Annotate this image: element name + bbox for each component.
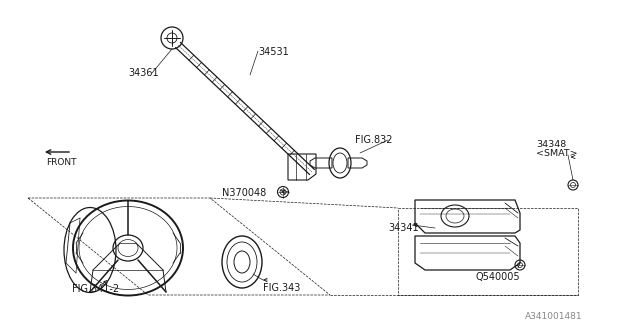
Text: FIG.832: FIG.832 (355, 135, 392, 145)
Text: 34361: 34361 (128, 68, 159, 78)
Text: FRONT: FRONT (46, 158, 77, 167)
Text: A341001481: A341001481 (525, 312, 582, 320)
Text: 34348: 34348 (536, 140, 566, 149)
Text: 34531: 34531 (258, 47, 289, 57)
Text: <SMAT>: <SMAT> (536, 149, 578, 158)
Text: FIG.343: FIG.343 (263, 283, 300, 293)
Text: N370048: N370048 (222, 188, 266, 198)
Text: Q540005: Q540005 (475, 272, 520, 282)
Text: 34341: 34341 (388, 223, 419, 233)
Text: FIG.341-2: FIG.341-2 (72, 284, 119, 294)
